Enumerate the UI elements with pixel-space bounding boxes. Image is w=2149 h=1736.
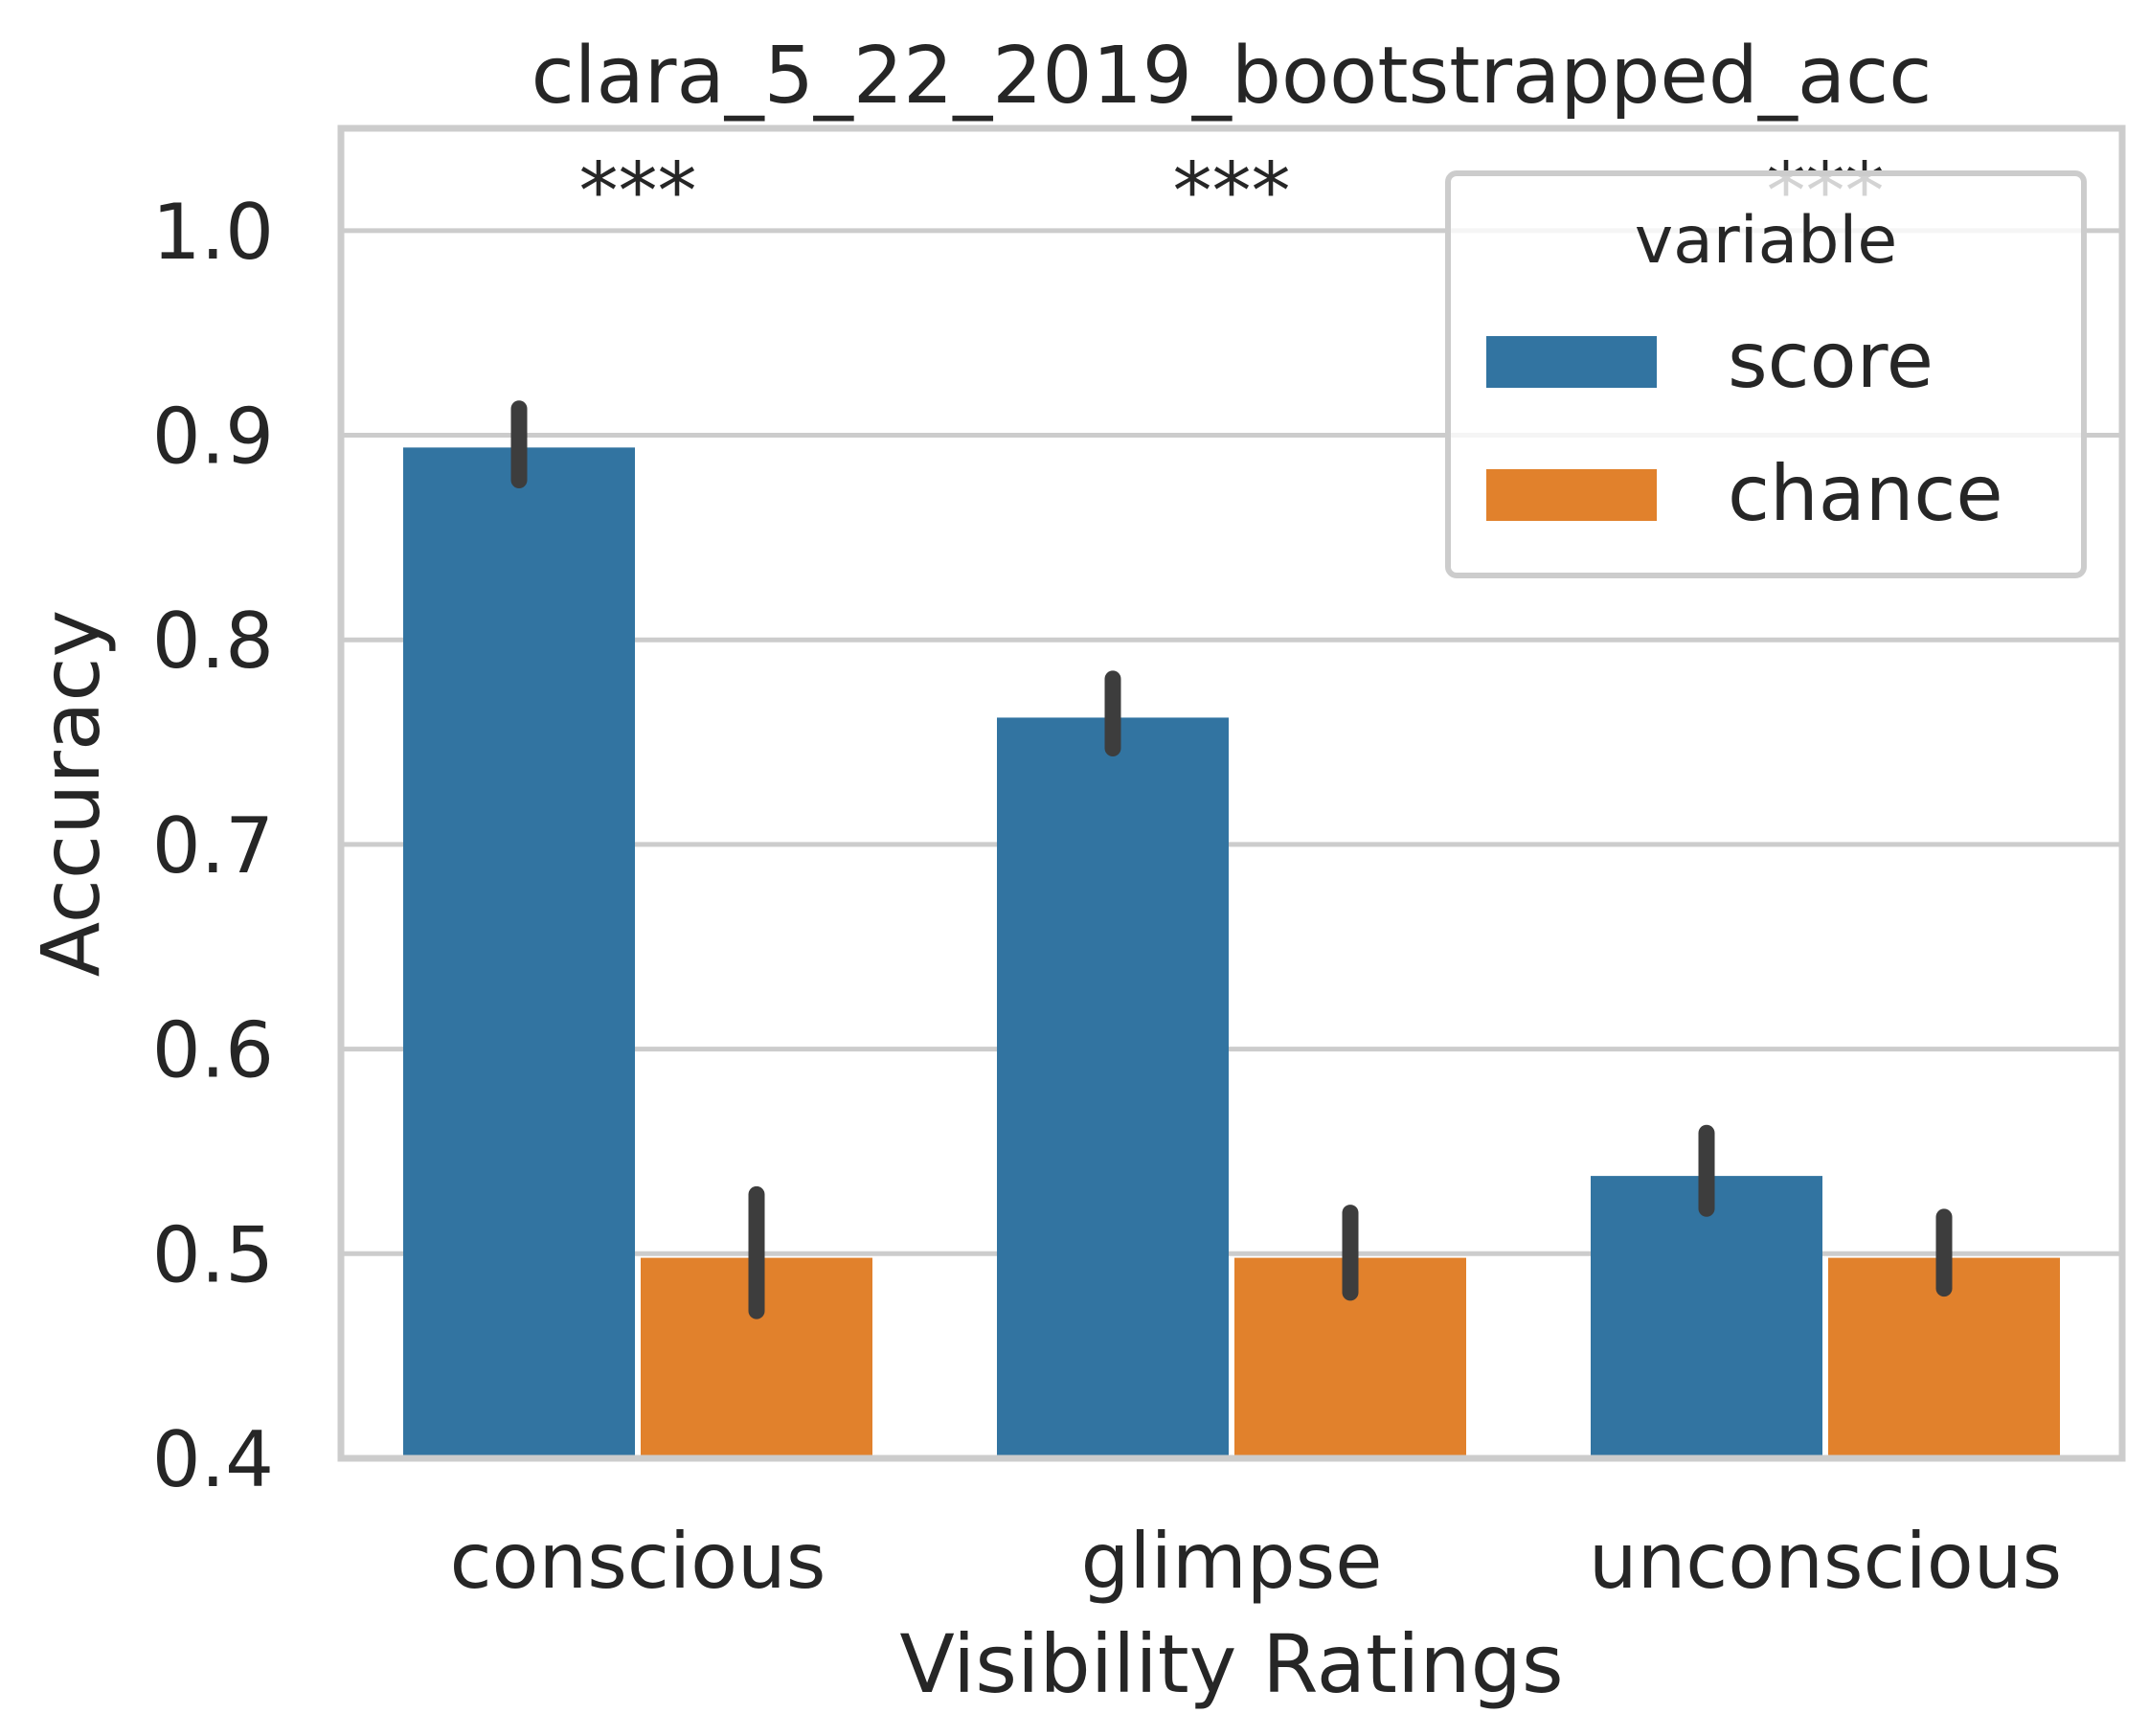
legend: variable score chance (1445, 170, 2087, 578)
y-tick-label: 0.9 (152, 393, 274, 482)
legend-title: variable (1635, 203, 1897, 279)
y-tick-labels: 0.4 0.5 0.6 0.7 0.8 0.9 1.0 (152, 188, 274, 1504)
x-tick-label: unconscious (1589, 1517, 2062, 1606)
legend-swatch-chance (1486, 469, 1657, 521)
bar-score-glimpse (997, 717, 1229, 1458)
x-tick-label: conscious (450, 1517, 826, 1606)
y-axis-label: Accuracy (24, 610, 118, 978)
x-axis-label: Visibility Ratings (899, 1617, 1563, 1711)
plot-frame (337, 124, 2126, 1462)
x-tick-label: glimpse (1081, 1517, 1383, 1606)
gridlines (341, 228, 2122, 1461)
y-tick-label: 0.7 (152, 801, 274, 891)
significance-stars: *** (1173, 147, 1291, 237)
y-tick-label: 1.0 (152, 188, 274, 277)
y-tick-label: 0.6 (152, 1006, 274, 1095)
bar-score-conscious (403, 447, 635, 1458)
significance-stars: *** (579, 147, 697, 237)
legend-label-chance: chance (1728, 449, 2003, 538)
x-tick-labels: conscious glimpse unconscious (450, 1517, 2063, 1606)
legend-label-score: score (1728, 316, 1934, 405)
bars (403, 447, 2060, 1458)
error-bars (510, 400, 1953, 1319)
bar-score-unconscious (1591, 1176, 1822, 1458)
chart-title: clara_5_22_2019_bootstrapped_acc (532, 31, 1933, 122)
y-tick-label: 0.4 (152, 1415, 274, 1504)
legend-swatch-score (1486, 336, 1657, 388)
legend-entries: score chance (1486, 316, 2003, 538)
y-tick-label: 0.5 (152, 1210, 274, 1299)
y-tick-label: 0.8 (152, 597, 274, 686)
